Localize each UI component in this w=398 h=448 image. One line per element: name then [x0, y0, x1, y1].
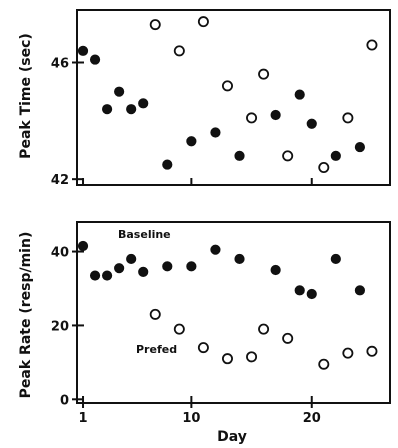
peak-time-filled-point: [138, 98, 149, 109]
peak-time-y-tick-label: 46: [51, 57, 69, 72]
peak-rate-open-point: [318, 358, 330, 370]
peak-time-filled-point: [330, 150, 341, 161]
peak-rate-filled-point: [210, 244, 221, 255]
peak-rate-filled-point: [138, 266, 149, 277]
peak-rate-x-tick-label: 1: [78, 411, 87, 426]
peak-time-filled-point: [77, 45, 89, 56]
peak-time-open-point: [318, 161, 330, 173]
peak-rate-frame: [76, 221, 391, 404]
peak-time-open-point: [173, 45, 185, 57]
peak-rate-open-point: [197, 342, 209, 354]
peak-rate-filled-point: [306, 288, 317, 300]
peak-rate-open-point: [221, 353, 233, 365]
peak-time-filled-point: [89, 54, 101, 65]
baseline-annotation: Baseline: [118, 228, 171, 241]
peak-time-filled-point: [101, 104, 113, 115]
peak-rate-filled-point: [126, 253, 137, 265]
peak-time-filled-point: [126, 104, 137, 115]
peak-rate-open-point: [246, 351, 258, 363]
peak-time-filled-point: [186, 136, 197, 147]
peak-time-filled-point: [114, 86, 125, 97]
peak-rate-filled-point: [77, 240, 89, 252]
peak-time-open-point: [258, 68, 270, 80]
peak-time-filled-point: [210, 127, 221, 138]
peak-time-open-point: [246, 112, 258, 124]
peak-time-open-point: [221, 80, 233, 92]
peak-rate-filled-point: [114, 263, 125, 274]
peak-rate-open-point: [366, 345, 378, 357]
peak-time-open-point: [149, 19, 161, 31]
peak-time-open-point: [366, 39, 378, 51]
peak-time-marks: [77, 16, 378, 173]
peak-rate-x-tick-label: 10: [182, 411, 200, 426]
peak-time-filled-point: [306, 118, 317, 129]
peak-rate-open-point: [149, 308, 161, 320]
peak-rate-open-point: [258, 323, 270, 335]
peak-time-filled-point: [354, 141, 366, 153]
peak-time-y-tick-label: 42: [51, 173, 69, 188]
peak-rate-y-tick-label: 0: [60, 393, 69, 408]
peak-rate-filled-point: [101, 270, 113, 281]
peak-rate-filled-point: [234, 253, 245, 265]
peak-rate-filled-point: [354, 285, 366, 296]
peak-rate-x-ticks: 1 10 20: [78, 396, 321, 426]
peak-rate-open-point: [342, 347, 354, 359]
peak-rate-filled-point: [270, 264, 281, 276]
peak-rate-y-tick-label: 40: [51, 246, 69, 261]
x-axis-label: Day: [217, 429, 247, 445]
peak-time-x-ticks: [82, 178, 313, 185]
peak-rate-filled-point: [294, 285, 305, 296]
peak-time-filled-point: [270, 109, 281, 121]
peak-time-y-axis-label: Peak Time (sec): [18, 33, 34, 159]
peak-rate-panel: 0 20 40 1 10 20 Peak Rate (resp/min) Baselin…: [18, 221, 391, 445]
peak-rate-open-point: [282, 332, 294, 344]
peak-time-filled-point: [234, 150, 245, 161]
peak-rate-y-axis-label: Peak Rate (resp/min): [18, 232, 34, 399]
peak-time-open-point: [282, 150, 294, 162]
peak-time-open-point: [197, 16, 209, 28]
peak-rate-filled-point: [186, 261, 197, 272]
peak-rate-filled-point: [89, 270, 101, 281]
peak-rate-y-tick-label: 20: [51, 319, 69, 334]
peak-time-filled-point: [294, 89, 305, 100]
peak-time-panel: 42 46 Peak Time (sec): [18, 9, 391, 188]
peak-rate-marks: [77, 240, 378, 370]
peak-time-open-point: [342, 112, 354, 124]
prefed-annotation: Prefed: [136, 343, 177, 356]
peak-rate-filled-point: [330, 253, 341, 265]
peak-rate-y-ticks: 0 20 40: [51, 246, 84, 408]
peak-rate-x-tick-label: 20: [303, 411, 321, 426]
peak-time-frame: [76, 9, 391, 186]
peak-rate-open-point: [173, 323, 185, 335]
peak-time-y-ticks: 42 46: [51, 57, 84, 188]
peak-time-filled-point: [162, 159, 173, 170]
peak-rate-filled-point: [162, 261, 173, 272]
